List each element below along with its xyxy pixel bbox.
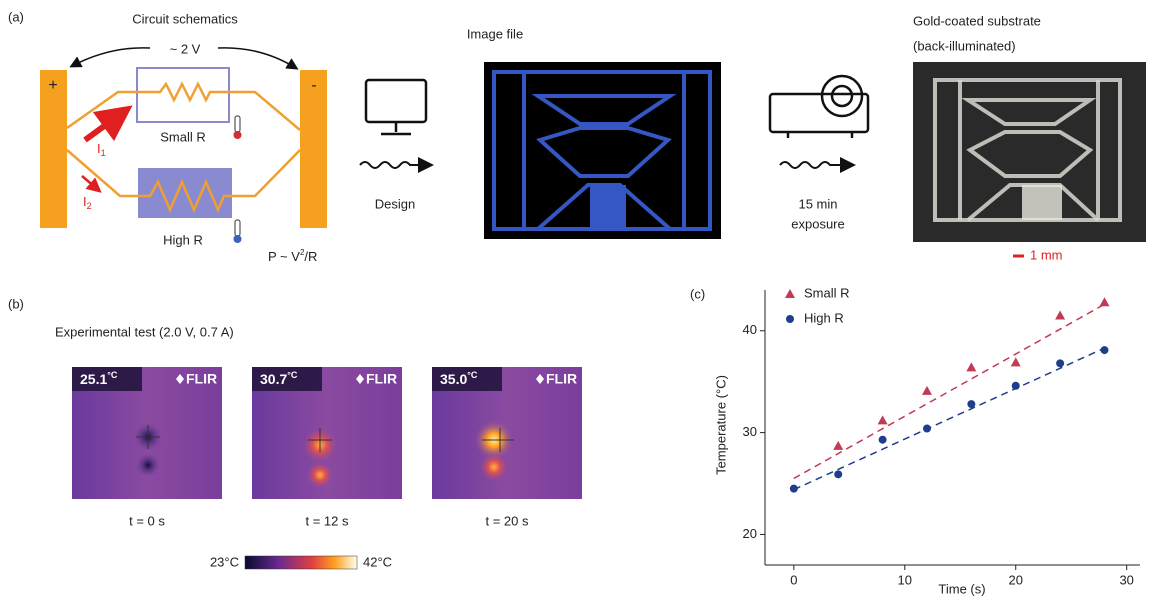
panel-c: (c) Time (s) Temperature (°C) 0 10 20 30 20 3… bbox=[690, 285, 1140, 596]
voltage-label: ~ 2 V bbox=[170, 41, 201, 56]
x-axis-label: Time (s) bbox=[938, 581, 985, 596]
marker bbox=[1099, 297, 1109, 306]
arrow bbox=[72, 48, 150, 66]
marker bbox=[1055, 310, 1065, 319]
scale-label: 1 mm bbox=[1030, 247, 1063, 262]
marker bbox=[1011, 357, 1021, 366]
current-label: I2 bbox=[83, 194, 92, 211]
resistor-label: High R bbox=[163, 232, 203, 247]
marker bbox=[833, 441, 843, 450]
svg-text:FLIR: FLIR bbox=[186, 371, 217, 387]
substrate-title: (back-illuminated) bbox=[913, 38, 1016, 53]
legend-marker bbox=[786, 315, 794, 323]
legend-marker bbox=[785, 289, 795, 298]
power-formula: P ~ V2/R bbox=[268, 248, 317, 264]
marker bbox=[966, 362, 976, 371]
panel-label: (b) bbox=[8, 296, 24, 311]
thermometer bbox=[234, 116, 242, 139]
fit-line bbox=[794, 304, 1105, 478]
marker bbox=[790, 485, 798, 493]
y-tick-label: 20 bbox=[743, 526, 757, 541]
figure: (a) Circuit schematics ~ 2 V + - Small R… bbox=[0, 0, 1158, 603]
image-file bbox=[484, 62, 721, 239]
step-label: exposure bbox=[791, 216, 844, 231]
panel-b: (b) Experimental test (2.0 V, 0.7 A) 25.… bbox=[8, 296, 582, 569]
step-label: Design bbox=[375, 196, 415, 211]
panel-a: (a) Circuit schematics ~ 2 V + - Small R… bbox=[8, 9, 1146, 264]
panel-label: (a) bbox=[8, 9, 24, 24]
thermal-image: 35.0°C FLIR bbox=[432, 367, 582, 499]
wavy-arrow bbox=[360, 162, 430, 168]
marker bbox=[1100, 346, 1108, 354]
time-label: t = 20 s bbox=[486, 513, 529, 528]
wire bbox=[67, 84, 300, 130]
page: {"panel_a":{"label":"(a)","schematic_tit… bbox=[0, 0, 1158, 603]
colorbar-label: 23°C bbox=[210, 554, 239, 569]
svg-text:FLIR: FLIR bbox=[546, 371, 577, 387]
monitor-icon bbox=[366, 80, 426, 134]
arrow bbox=[218, 48, 296, 68]
current-arrow bbox=[82, 176, 96, 188]
x-tick-label: 10 bbox=[898, 572, 912, 587]
substrate-title: Gold-coated substrate bbox=[913, 13, 1041, 28]
colorbar bbox=[245, 556, 357, 569]
marker bbox=[1056, 359, 1064, 367]
y-axis-label: Temperature (°C) bbox=[713, 375, 728, 475]
legend-label: Small R bbox=[804, 285, 850, 300]
thermometer bbox=[234, 220, 242, 243]
marker bbox=[923, 425, 931, 433]
x-tick-label: 0 bbox=[790, 572, 797, 587]
resistor-box bbox=[137, 68, 229, 122]
thermal-image: 25.1°C FLIR bbox=[72, 367, 222, 499]
x-tick-label: 20 bbox=[1009, 572, 1023, 587]
marker bbox=[967, 400, 975, 408]
time-label: t = 12 s bbox=[306, 513, 349, 528]
projector-icon bbox=[770, 76, 868, 138]
image-title: Image file bbox=[467, 26, 523, 41]
y-tick-label: 40 bbox=[743, 322, 757, 337]
marker bbox=[922, 386, 932, 395]
wavy-arrow bbox=[780, 162, 852, 168]
step-label: 15 min bbox=[798, 196, 837, 211]
time-label: t = 0 s bbox=[129, 513, 165, 528]
panel-title: Experimental test (2.0 V, 0.7 A) bbox=[55, 324, 234, 339]
thermal-image: 30.7°C FLIR bbox=[252, 367, 402, 499]
svg-text:FLIR: FLIR bbox=[366, 371, 397, 387]
current-arrow bbox=[85, 116, 118, 140]
current-label: I1 bbox=[97, 141, 106, 158]
fit-line bbox=[794, 348, 1105, 490]
marker bbox=[1012, 382, 1020, 390]
schematic-title: Circuit schematics bbox=[132, 11, 238, 26]
marker bbox=[834, 470, 842, 478]
plus-sign: + bbox=[48, 77, 57, 94]
marker bbox=[878, 415, 888, 424]
resistor-label: Small R bbox=[160, 129, 206, 144]
substrate-photo bbox=[913, 62, 1146, 242]
y-tick-label: 30 bbox=[743, 424, 757, 439]
minus-sign: - bbox=[311, 77, 316, 94]
x-tick-label: 30 bbox=[1119, 572, 1133, 587]
marker bbox=[879, 436, 887, 444]
colorbar-label: 42°C bbox=[363, 554, 392, 569]
panel-label: (c) bbox=[690, 286, 705, 301]
legend-label: High R bbox=[804, 310, 844, 325]
